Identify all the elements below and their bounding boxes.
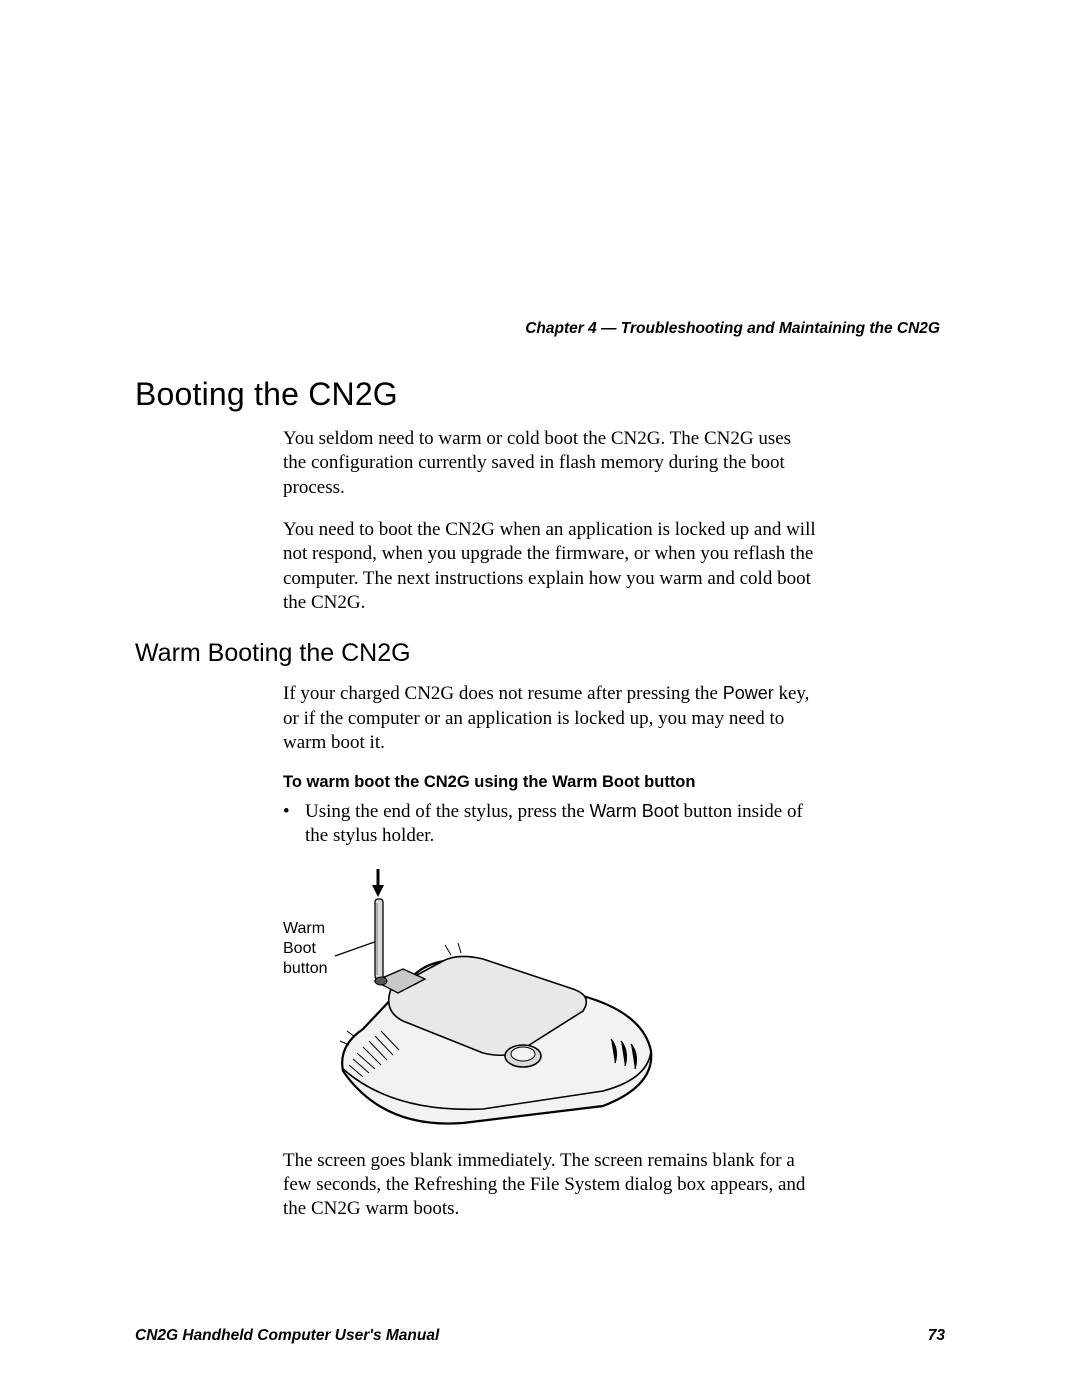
warm-boot-label: Warm Boot: [589, 801, 678, 821]
subsection-title: Warm Booting the CN2G: [135, 639, 945, 668]
page-footer: CN2G Handheld Computer User's Manual 73: [135, 1327, 945, 1345]
bullet-text: Using the end of the stylus, press the W…: [305, 800, 818, 849]
text-fragment: Boot: [283, 940, 316, 957]
figure-callout-label: Warm Boot button: [283, 919, 327, 979]
warm-boot-figure: Warm Boot button: [283, 861, 703, 1131]
text-fragment: Using the end of the stylus, press the: [305, 801, 589, 822]
text-fragment: Warm: [283, 920, 325, 937]
section-title: Booting the CN2G: [135, 376, 945, 413]
text-fragment: If your charged CN2G does not resume aft…: [283, 683, 723, 704]
footer-manual-title: CN2G Handheld Computer User's Manual: [135, 1327, 439, 1345]
subsection-para-after: The screen goes blank immediately. The s…: [283, 1149, 818, 1222]
chapter-header: Chapter 4 — Troubleshooting and Maintain…: [135, 320, 945, 338]
subsection-para-1: If your charged CN2G does not resume aft…: [283, 682, 818, 755]
bullet-marker: •: [283, 800, 305, 849]
howto-heading: To warm boot the CN2G using the Warm Boo…: [283, 773, 945, 792]
device-illustration: [283, 861, 703, 1131]
section-para-1: You seldom need to warm or cold boot the…: [283, 427, 818, 500]
footer-page-number: 73: [928, 1327, 945, 1345]
text-fragment: button: [283, 960, 327, 977]
page-container: Chapter 4 — Troubleshooting and Maintain…: [0, 0, 1080, 1397]
section-para-2: You need to boot the CN2G when an applic…: [283, 518, 818, 615]
bullet-item: • Using the end of the stylus, press the…: [283, 800, 818, 849]
power-key-label: Power: [723, 683, 774, 703]
